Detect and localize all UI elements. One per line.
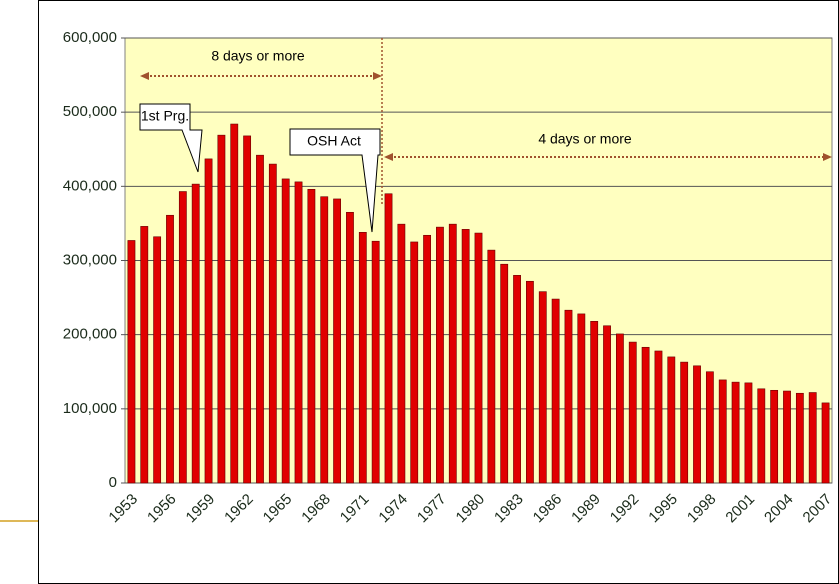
bar xyxy=(757,388,766,484)
y-tick-label: 100,000 xyxy=(63,400,117,417)
bar xyxy=(705,371,714,484)
bar xyxy=(603,325,611,484)
bar xyxy=(654,350,663,484)
bar xyxy=(127,240,136,484)
bar xyxy=(487,249,496,484)
bar xyxy=(551,298,560,484)
bar xyxy=(371,240,380,484)
bar xyxy=(615,333,624,484)
bar xyxy=(821,402,830,484)
bar xyxy=(230,123,239,484)
bar xyxy=(268,163,277,484)
bar xyxy=(153,236,162,484)
bar xyxy=(513,275,521,484)
callout-text: OSH Act xyxy=(307,133,361,149)
bar xyxy=(590,321,599,484)
bar xyxy=(256,154,264,484)
bar xyxy=(526,280,534,484)
bar xyxy=(693,365,701,484)
bar xyxy=(423,234,431,484)
y-tick-label: 300,000 xyxy=(63,251,117,268)
bar xyxy=(577,313,586,484)
bar xyxy=(436,226,444,484)
bar xyxy=(474,232,483,484)
bar xyxy=(718,379,727,484)
bar xyxy=(166,214,174,484)
bar xyxy=(731,381,740,484)
annotations xyxy=(140,38,832,205)
bar xyxy=(410,241,419,484)
bar xyxy=(564,309,573,484)
bar xyxy=(628,341,637,484)
bar xyxy=(281,178,290,484)
y-tick-label: 0 xyxy=(109,474,117,491)
bar xyxy=(191,183,200,484)
bar xyxy=(217,134,226,484)
y-tick-label: 200,000 xyxy=(63,326,117,343)
bar xyxy=(307,189,316,484)
callout xyxy=(139,103,203,173)
bar xyxy=(397,223,406,484)
y-tick-label: 400,000 xyxy=(63,177,117,194)
annotation: 4 days or more xyxy=(538,131,632,147)
bar xyxy=(538,291,547,484)
bar xyxy=(744,382,753,484)
callout-text: 1st Prg. xyxy=(141,108,189,124)
bar xyxy=(461,229,470,484)
bar xyxy=(358,232,367,484)
bar xyxy=(320,196,329,484)
bar xyxy=(333,198,341,484)
callout xyxy=(289,128,381,233)
bar xyxy=(448,223,457,484)
bar xyxy=(500,263,509,484)
bar xyxy=(795,392,804,484)
bar xyxy=(140,226,149,484)
bar xyxy=(770,389,779,484)
bar xyxy=(384,193,393,484)
bar xyxy=(783,390,791,484)
y-tick-label: 500,000 xyxy=(63,103,117,120)
bar xyxy=(178,191,187,484)
bar xyxy=(641,346,650,484)
bar xyxy=(808,392,817,484)
y-tick-label: 600,000 xyxy=(63,29,117,46)
annotation: 8 days or more xyxy=(211,48,305,64)
bar xyxy=(294,181,303,484)
bar xyxy=(243,135,252,484)
bar xyxy=(346,211,354,484)
bar xyxy=(204,158,213,484)
bars xyxy=(127,123,830,484)
bar xyxy=(667,356,676,484)
bar xyxy=(680,361,689,484)
